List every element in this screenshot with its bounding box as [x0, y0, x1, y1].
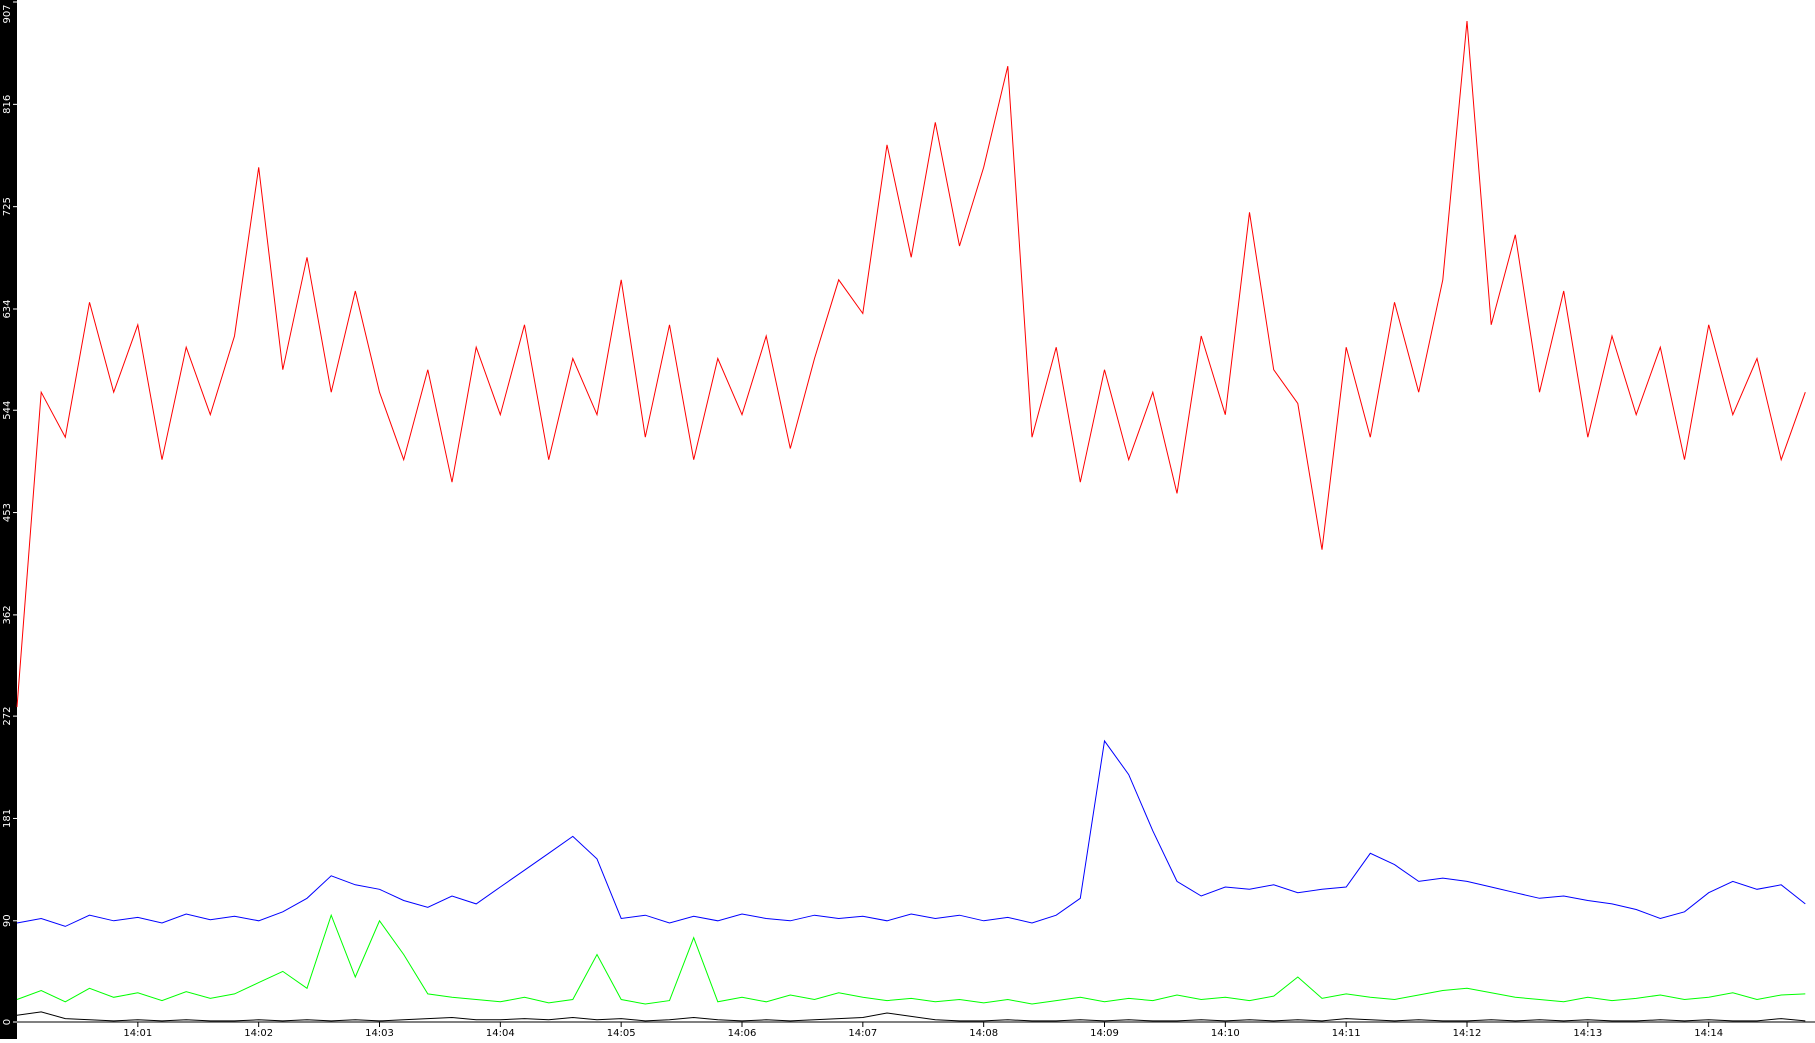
- series-line: [16, 21, 1806, 708]
- y-axis-strip: [0, 0, 17, 1039]
- x-tick-label: 14:07: [848, 1028, 877, 1039]
- x-tick-label: 14:04: [486, 1028, 515, 1039]
- x-tick-label: 14:14: [1694, 1028, 1723, 1039]
- x-tick-label: 14:01: [123, 1028, 152, 1039]
- y-tick-label: 0: [2, 1019, 13, 1025]
- y-tick-label: 362: [2, 605, 13, 624]
- y-tick-label: 816: [2, 95, 13, 114]
- x-tick-label: 14:03: [365, 1028, 394, 1039]
- x-tick-label: 14:10: [1211, 1028, 1240, 1039]
- x-tick-label: 14:09: [1090, 1028, 1119, 1039]
- x-tick-label: 14:05: [607, 1028, 636, 1039]
- series-line: [16, 1011, 1806, 1022]
- y-tick-label: 544: [2, 401, 13, 420]
- x-tick-label: 14:13: [1573, 1028, 1602, 1039]
- x-tick-label: 14:06: [728, 1028, 757, 1039]
- x-tick-label: 14:11: [1332, 1028, 1361, 1039]
- y-tick-label: 181: [2, 809, 13, 828]
- series-line: [16, 913, 1806, 1005]
- y-tick-label: 453: [2, 503, 13, 522]
- y-tick-label: 907: [2, 4, 13, 23]
- y-tick-label: 272: [2, 707, 13, 726]
- y-tick-label: 634: [2, 299, 13, 318]
- y-tick-label: 725: [2, 197, 13, 216]
- x-tick-label: 14:08: [969, 1028, 998, 1039]
- series-line: [16, 739, 1806, 927]
- x-tick-label: 14:02: [244, 1028, 273, 1039]
- y-tick-label: 90: [2, 914, 13, 927]
- x-tick-label: 14:12: [1453, 1028, 1482, 1039]
